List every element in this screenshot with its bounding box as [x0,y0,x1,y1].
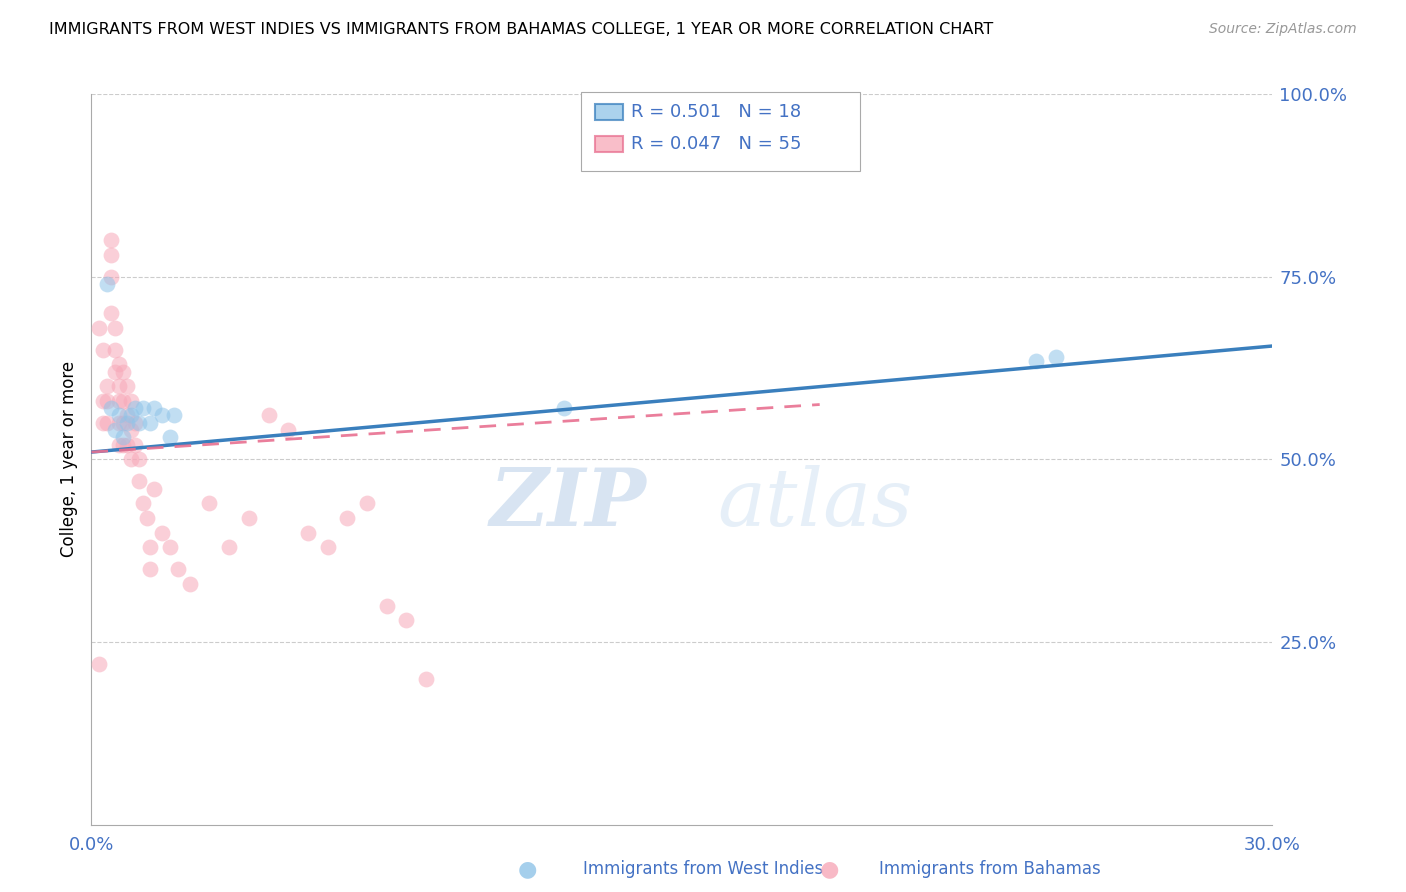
Point [100,247,122,261]
Point [91,343,114,357]
Point [108,416,131,430]
Point [139,416,162,430]
Point [96,393,118,408]
Point [104,365,127,379]
Point [124,401,146,416]
Point [415,672,437,686]
Point [104,423,127,437]
Text: Source: ZipAtlas.com: Source: ZipAtlas.com [1209,22,1357,37]
Point [111,430,134,444]
Point [128,452,150,467]
Point [91,393,114,408]
Point [111,416,134,430]
Point [100,401,122,416]
Text: R = 0.047   N = 55: R = 0.047 N = 55 [631,135,801,153]
Point [124,438,146,452]
Point [100,306,122,320]
Point [120,409,142,423]
Point [89,657,111,672]
Point [108,409,131,423]
Point [238,511,260,525]
Point [143,401,166,416]
Point [1025,353,1047,368]
Point [108,357,131,371]
Text: ●: ● [820,859,839,879]
Point [131,401,153,416]
Point [297,525,319,540]
Point [120,393,142,408]
Text: IMMIGRANTS FROM WEST INDIES VS IMMIGRANTS FROM BAHAMAS COLLEGE, 1 YEAR OR MORE C: IMMIGRANTS FROM WEST INDIES VS IMMIGRANT… [49,22,994,37]
Point [131,496,153,510]
Point [150,525,173,540]
Text: ZIP: ZIP [489,465,647,542]
Point [257,409,280,423]
Point [128,416,150,430]
Point [316,540,339,554]
Point [111,365,134,379]
Point [96,277,118,291]
Point [96,416,118,430]
Point [159,540,181,554]
Point [108,438,131,452]
Point [159,430,181,444]
Point [115,409,138,423]
Point [163,409,186,423]
Point [128,475,150,489]
Point [218,540,240,554]
Point [120,452,142,467]
Point [356,496,378,510]
Point [120,423,142,437]
Point [139,562,162,576]
Point [104,320,127,334]
Point [198,496,221,510]
Text: Immigrants from West Indies: Immigrants from West Indies [583,860,824,878]
Point [100,233,122,247]
Point [375,599,398,613]
Point [135,511,157,525]
Y-axis label: College, 1 year or more: College, 1 year or more [59,361,77,558]
Point [111,393,134,408]
Point [91,416,114,430]
Point [553,401,575,416]
Text: Immigrants from Bahamas: Immigrants from Bahamas [879,860,1101,878]
Point [89,320,111,334]
Point [108,393,131,408]
Text: R = 0.501   N = 18: R = 0.501 N = 18 [631,103,801,121]
Point [115,379,138,393]
Point [150,409,173,423]
Point [124,416,146,430]
Point [111,438,134,452]
Point [139,540,162,554]
Point [104,343,127,357]
Point [115,416,138,430]
Point [108,379,131,393]
Point [277,423,299,437]
Point [336,511,359,525]
Point [100,269,122,284]
Point [96,379,118,393]
Point [167,562,190,576]
Text: atlas: atlas [717,465,912,542]
Point [143,482,166,496]
Point [115,438,138,452]
Text: ●: ● [517,859,537,879]
Point [395,613,418,627]
Point [179,576,201,591]
Point [1045,350,1067,364]
